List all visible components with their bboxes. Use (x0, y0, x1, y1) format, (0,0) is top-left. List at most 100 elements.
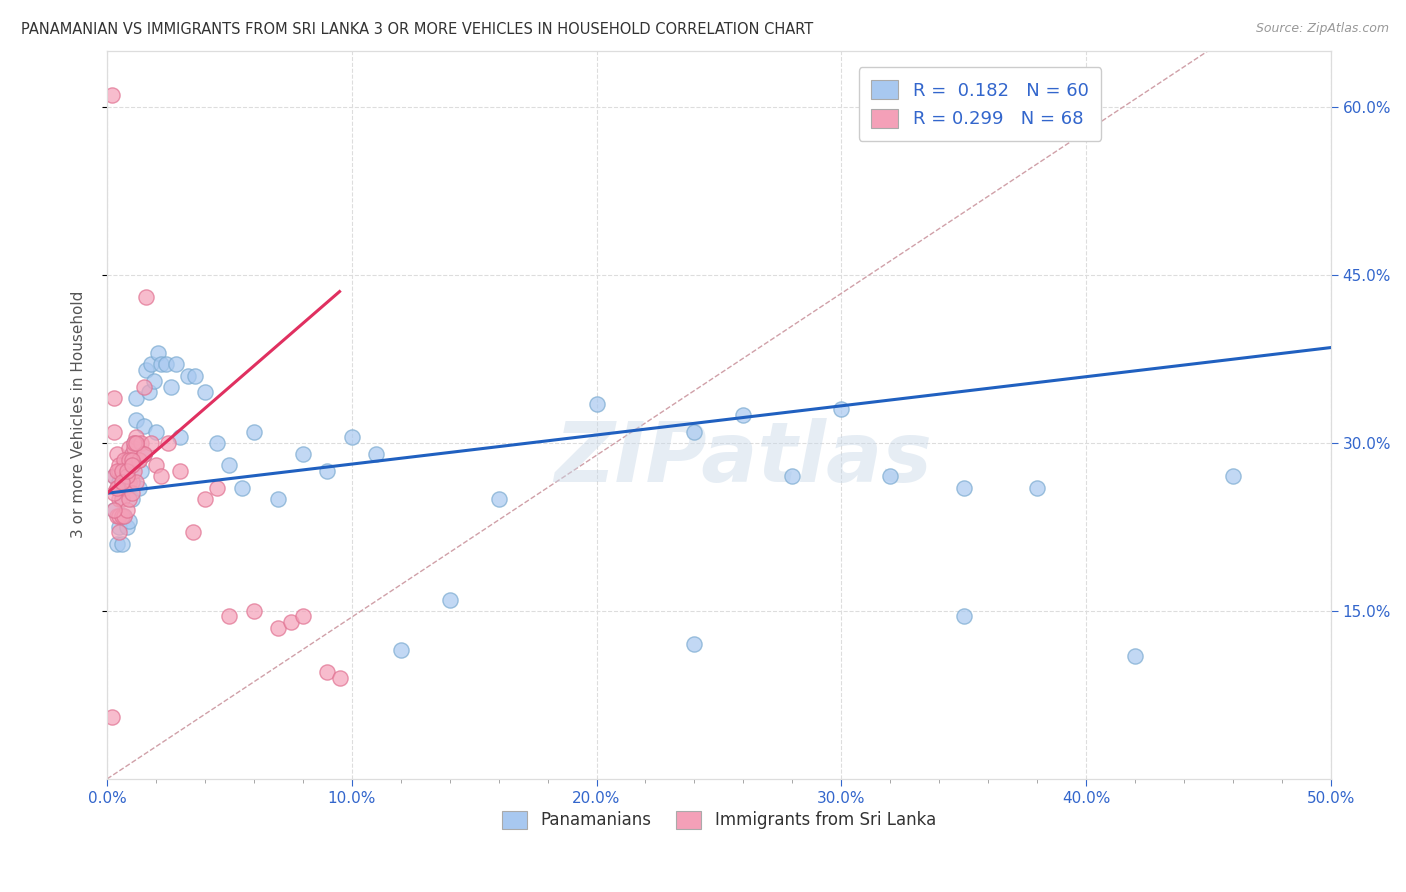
Point (115, 475, 138, 489)
Point (115, 464, 138, 478)
Point (135, 363, 157, 377)
Point (243, 425, 266, 439)
Point (205, 481, 228, 495)
Point (218, 609, 240, 624)
Text: PANAMANIAN VS IMMIGRANTS FROM SRI LANKA 3 OR MORE VEHICLES IN HOUSEHOLD CORRELAT: PANAMANIAN VS IMMIGRANTS FROM SRI LANKA … (21, 22, 813, 37)
Point (122, 435, 145, 450)
Point (101, 88, 124, 103)
Point (782, 469, 804, 483)
Point (112, 481, 135, 495)
Point (121, 458, 143, 473)
Point (879, 469, 901, 483)
Point (267, 491, 290, 506)
Point (111, 469, 134, 483)
Point (112, 469, 135, 483)
Text: Source: ZipAtlas.com: Source: ZipAtlas.com (1256, 22, 1389, 36)
Point (132, 447, 155, 461)
Point (184, 368, 207, 383)
Point (132, 419, 155, 434)
Point (148, 346, 170, 360)
Point (121, 486, 143, 500)
Point (118, 475, 141, 489)
Point (165, 358, 187, 372)
Point (952, 481, 974, 495)
Point (125, 435, 148, 450)
Point (683, 425, 706, 439)
Point (121, 447, 143, 461)
Point (112, 452, 135, 467)
Point (142, 374, 165, 388)
Point (111, 491, 134, 506)
Point (118, 442, 141, 456)
Point (733, 408, 755, 422)
Point (128, 452, 150, 467)
Point (128, 452, 150, 467)
Point (830, 402, 852, 417)
Point (340, 430, 363, 444)
Point (121, 447, 143, 461)
Point (1222, 469, 1244, 483)
Point (103, 425, 125, 439)
Point (1123, 648, 1146, 663)
Point (122, 442, 145, 456)
Point (108, 458, 131, 473)
Point (205, 435, 228, 450)
Point (683, 638, 706, 652)
Point (115, 458, 138, 473)
Text: ZIPatlas: ZIPatlas (554, 418, 932, 499)
Point (105, 447, 128, 461)
Point (101, 710, 124, 724)
Point (218, 458, 240, 473)
Point (103, 391, 125, 405)
Point (291, 609, 314, 624)
Point (105, 536, 128, 550)
Point (103, 486, 125, 500)
Point (149, 358, 172, 372)
Point (108, 508, 131, 523)
Point (157, 435, 180, 450)
Point (125, 430, 148, 444)
Point (105, 464, 128, 478)
Point (111, 491, 134, 506)
Point (103, 503, 125, 517)
Point (112, 458, 135, 473)
Point (132, 447, 155, 461)
Point (108, 464, 131, 478)
Point (131, 435, 153, 450)
Point (111, 464, 134, 478)
Point (115, 503, 138, 517)
Point (439, 592, 461, 607)
Point (1026, 481, 1049, 495)
Point (112, 508, 135, 523)
Point (105, 508, 128, 523)
Legend: Panamanians, Immigrants from Sri Lanka: Panamanians, Immigrants from Sri Lanka (495, 804, 942, 836)
Point (111, 508, 134, 523)
Point (121, 491, 143, 506)
Point (121, 452, 143, 467)
Point (132, 380, 155, 394)
Y-axis label: 3 or more Vehicles in Household: 3 or more Vehicles in Household (72, 291, 86, 539)
Point (105, 481, 128, 495)
Point (125, 391, 148, 405)
Point (108, 520, 131, 534)
Point (149, 469, 172, 483)
Point (169, 430, 191, 444)
Point (169, 464, 191, 478)
Point (139, 358, 162, 372)
Point (585, 396, 607, 410)
Point (291, 447, 314, 461)
Point (111, 536, 134, 550)
Point (111, 475, 134, 489)
Point (108, 525, 131, 540)
Point (181, 525, 204, 540)
Point (159, 380, 181, 394)
Point (138, 385, 160, 400)
Point (125, 413, 148, 427)
Point (145, 425, 167, 439)
Point (177, 368, 200, 383)
Point (389, 643, 412, 657)
Point (316, 665, 339, 680)
Point (122, 464, 145, 478)
Point (118, 452, 141, 467)
Point (103, 469, 125, 483)
